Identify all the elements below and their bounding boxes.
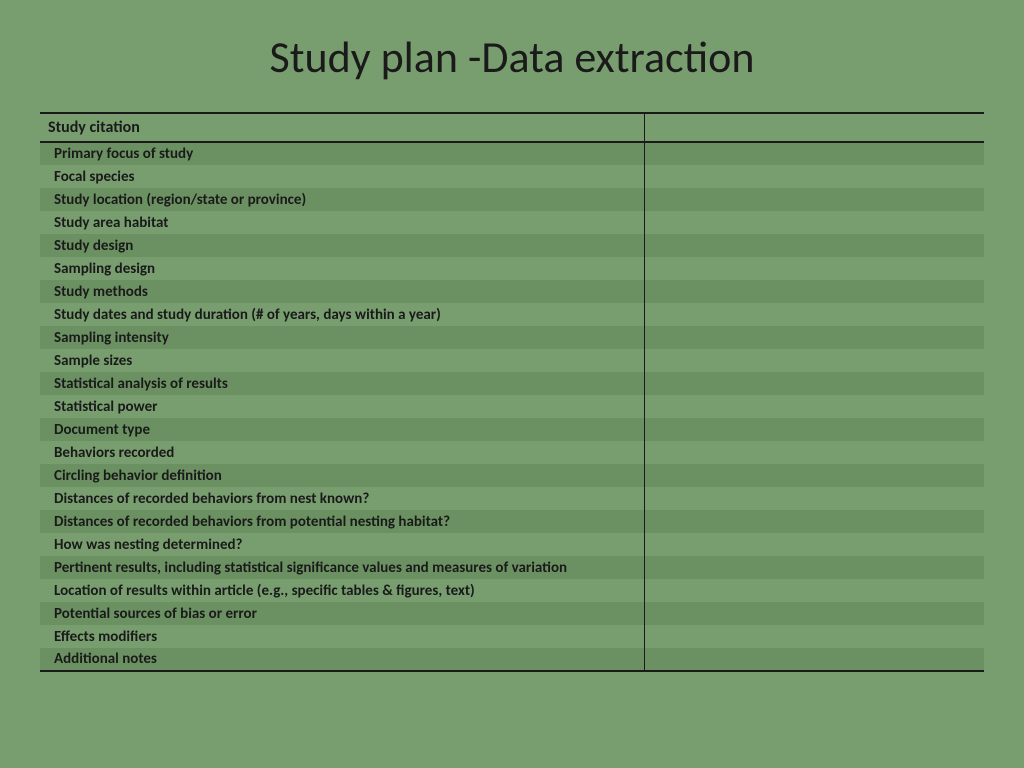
header-col1: Study citation: [40, 113, 644, 142]
row-value: [644, 326, 984, 349]
table-row: Sample sizes: [40, 349, 984, 372]
table-row: Study location (region/state or province…: [40, 188, 984, 211]
row-label: How was nesting determined?: [40, 533, 644, 556]
row-label: Statistical power: [40, 395, 644, 418]
row-label: Study dates and study duration (# of yea…: [40, 303, 644, 326]
row-value: [644, 303, 984, 326]
table-row: Pertinent results, including statistical…: [40, 556, 984, 579]
row-value: [644, 648, 984, 671]
row-value: [644, 556, 984, 579]
row-label: Sampling design: [40, 257, 644, 280]
table-row: Statistical analysis of results: [40, 372, 984, 395]
table-row: Primary focus of study: [40, 142, 984, 165]
header-col2: [644, 113, 984, 142]
row-value: [644, 602, 984, 625]
row-value: [644, 349, 984, 372]
row-label: Potential sources of bias or error: [40, 602, 644, 625]
row-value: [644, 188, 984, 211]
row-value: [644, 395, 984, 418]
table-row: Effects modifiers: [40, 625, 984, 648]
table-row: Focal species: [40, 165, 984, 188]
table-row: Statistical power: [40, 395, 984, 418]
table-header-row: Study citation: [40, 113, 984, 142]
table-row: Distances of recorded behaviors from pot…: [40, 510, 984, 533]
table-row: Sampling design: [40, 257, 984, 280]
table-row: Sampling intensity: [40, 326, 984, 349]
table-row: Study area habitat: [40, 211, 984, 234]
row-value: [644, 234, 984, 257]
row-label: Effects modifiers: [40, 625, 644, 648]
data-extraction-table: Study citationPrimary focus of studyFoca…: [40, 112, 984, 672]
row-label: Focal species: [40, 165, 644, 188]
table-row: Document type: [40, 418, 984, 441]
row-value: [644, 211, 984, 234]
table-row: Study dates and study duration (# of yea…: [40, 303, 984, 326]
table-row: Study design: [40, 234, 984, 257]
row-label: Study design: [40, 234, 644, 257]
row-value: [644, 165, 984, 188]
table-row: Study methods: [40, 280, 984, 303]
row-value: [644, 579, 984, 602]
row-label: Study location (region/state or province…: [40, 188, 644, 211]
row-label: Distances of recorded behaviors from pot…: [40, 510, 644, 533]
row-label: Additional notes: [40, 648, 644, 671]
row-value: [644, 625, 984, 648]
row-label: Primary focus of study: [40, 142, 644, 165]
slide-title: Study plan -Data extraction: [40, 30, 984, 84]
row-value: [644, 372, 984, 395]
table-row: How was nesting determined?: [40, 533, 984, 556]
row-value: [644, 280, 984, 303]
row-label: Circling behavior definition: [40, 464, 644, 487]
row-value: [644, 257, 984, 280]
table-row: Additional notes: [40, 648, 984, 671]
table-row: Distances of recorded behaviors from nes…: [40, 487, 984, 510]
row-label: Study area habitat: [40, 211, 644, 234]
row-value: [644, 441, 984, 464]
row-value: [644, 533, 984, 556]
row-value: [644, 510, 984, 533]
row-label: Behaviors recorded: [40, 441, 644, 464]
row-label: Document type: [40, 418, 644, 441]
row-label: Sampling intensity: [40, 326, 644, 349]
row-value: [644, 418, 984, 441]
table-row: Circling behavior definition: [40, 464, 984, 487]
row-value: [644, 464, 984, 487]
table: Study citationPrimary focus of studyFoca…: [40, 112, 984, 672]
slide: Study plan -Data extraction Study citati…: [0, 0, 1024, 768]
row-label: Location of results within article (e.g.…: [40, 579, 644, 602]
table-row: Potential sources of bias or error: [40, 602, 984, 625]
row-label: Distances of recorded behaviors from nes…: [40, 487, 644, 510]
row-label: Sample sizes: [40, 349, 644, 372]
row-value: [644, 142, 984, 165]
row-label: Statistical analysis of results: [40, 372, 644, 395]
row-label: Study methods: [40, 280, 644, 303]
row-value: [644, 487, 984, 510]
table-row: Behaviors recorded: [40, 441, 984, 464]
row-label: Pertinent results, including statistical…: [40, 556, 644, 579]
table-row: Location of results within article (e.g.…: [40, 579, 984, 602]
